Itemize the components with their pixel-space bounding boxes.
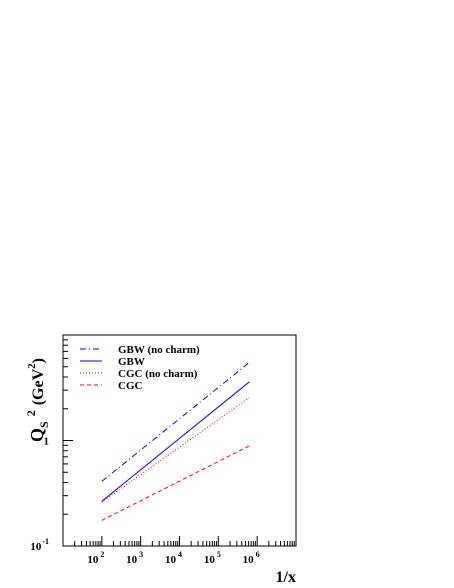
y-tick-label-exp: -1 [42, 537, 49, 546]
x-axis-title: 1/x [276, 569, 296, 586]
x-tick-label-base: 10 [165, 554, 177, 566]
y-tick-label: 1 [44, 436, 50, 448]
y-axis-power: 2 [24, 410, 38, 416]
legend-label-0: GBW (no charm) [118, 344, 200, 356]
plot-frame [62, 334, 297, 547]
y-axis-title: QS2(GeV2) [24, 358, 51, 442]
y-axis-subscript: S [37, 421, 51, 428]
x-tick-label: 10 4 [165, 550, 182, 566]
series-line-1 [101, 381, 250, 502]
x-tick-label-base: 10 [87, 554, 99, 566]
legend-label-2: CGC (no charm) [118, 368, 198, 380]
x-tick-label-exp: 2 [100, 550, 104, 559]
y-axis-base: Q [27, 428, 47, 442]
series-line-0 [101, 362, 250, 482]
x-tick-label-exp: 3 [139, 550, 143, 559]
axis-ticks [62, 339, 295, 547]
y-tick-label-base: 1 [44, 436, 50, 448]
legend-label-3: CGC [118, 380, 143, 392]
x-tick-label-exp: 5 [217, 550, 221, 559]
x-tick-label: 10 2 [87, 550, 104, 566]
x-tick-label-base: 10 [204, 554, 216, 566]
y-axis-unit-open: (GeV [30, 368, 47, 405]
x-tick-label-base: 10 [243, 554, 255, 566]
y-tick-label: 10-1 [30, 537, 49, 553]
x-tick-label: 10 3 [126, 550, 143, 566]
legend-label-1: GBW [118, 356, 145, 368]
x-tick-labels: 10 2 10 3 10 4 10 5 10 6 [87, 550, 259, 566]
y-axis-unit-power: 2 [26, 363, 38, 369]
x-tick-label-exp: 4 [178, 550, 182, 559]
y-axis-unit-close: ) [30, 358, 47, 363]
series-lines [101, 362, 250, 521]
x-tick-label: 10 5 [204, 550, 221, 566]
x-tick-label: 10 6 [243, 550, 260, 566]
y-tick-label-base: 10 [30, 541, 42, 553]
x-tick-label-exp: 6 [256, 550, 260, 559]
x-tick-label-base: 10 [126, 554, 138, 566]
series-line-2 [101, 397, 250, 503]
y-tick-labels: 10-1 1 [30, 436, 49, 554]
